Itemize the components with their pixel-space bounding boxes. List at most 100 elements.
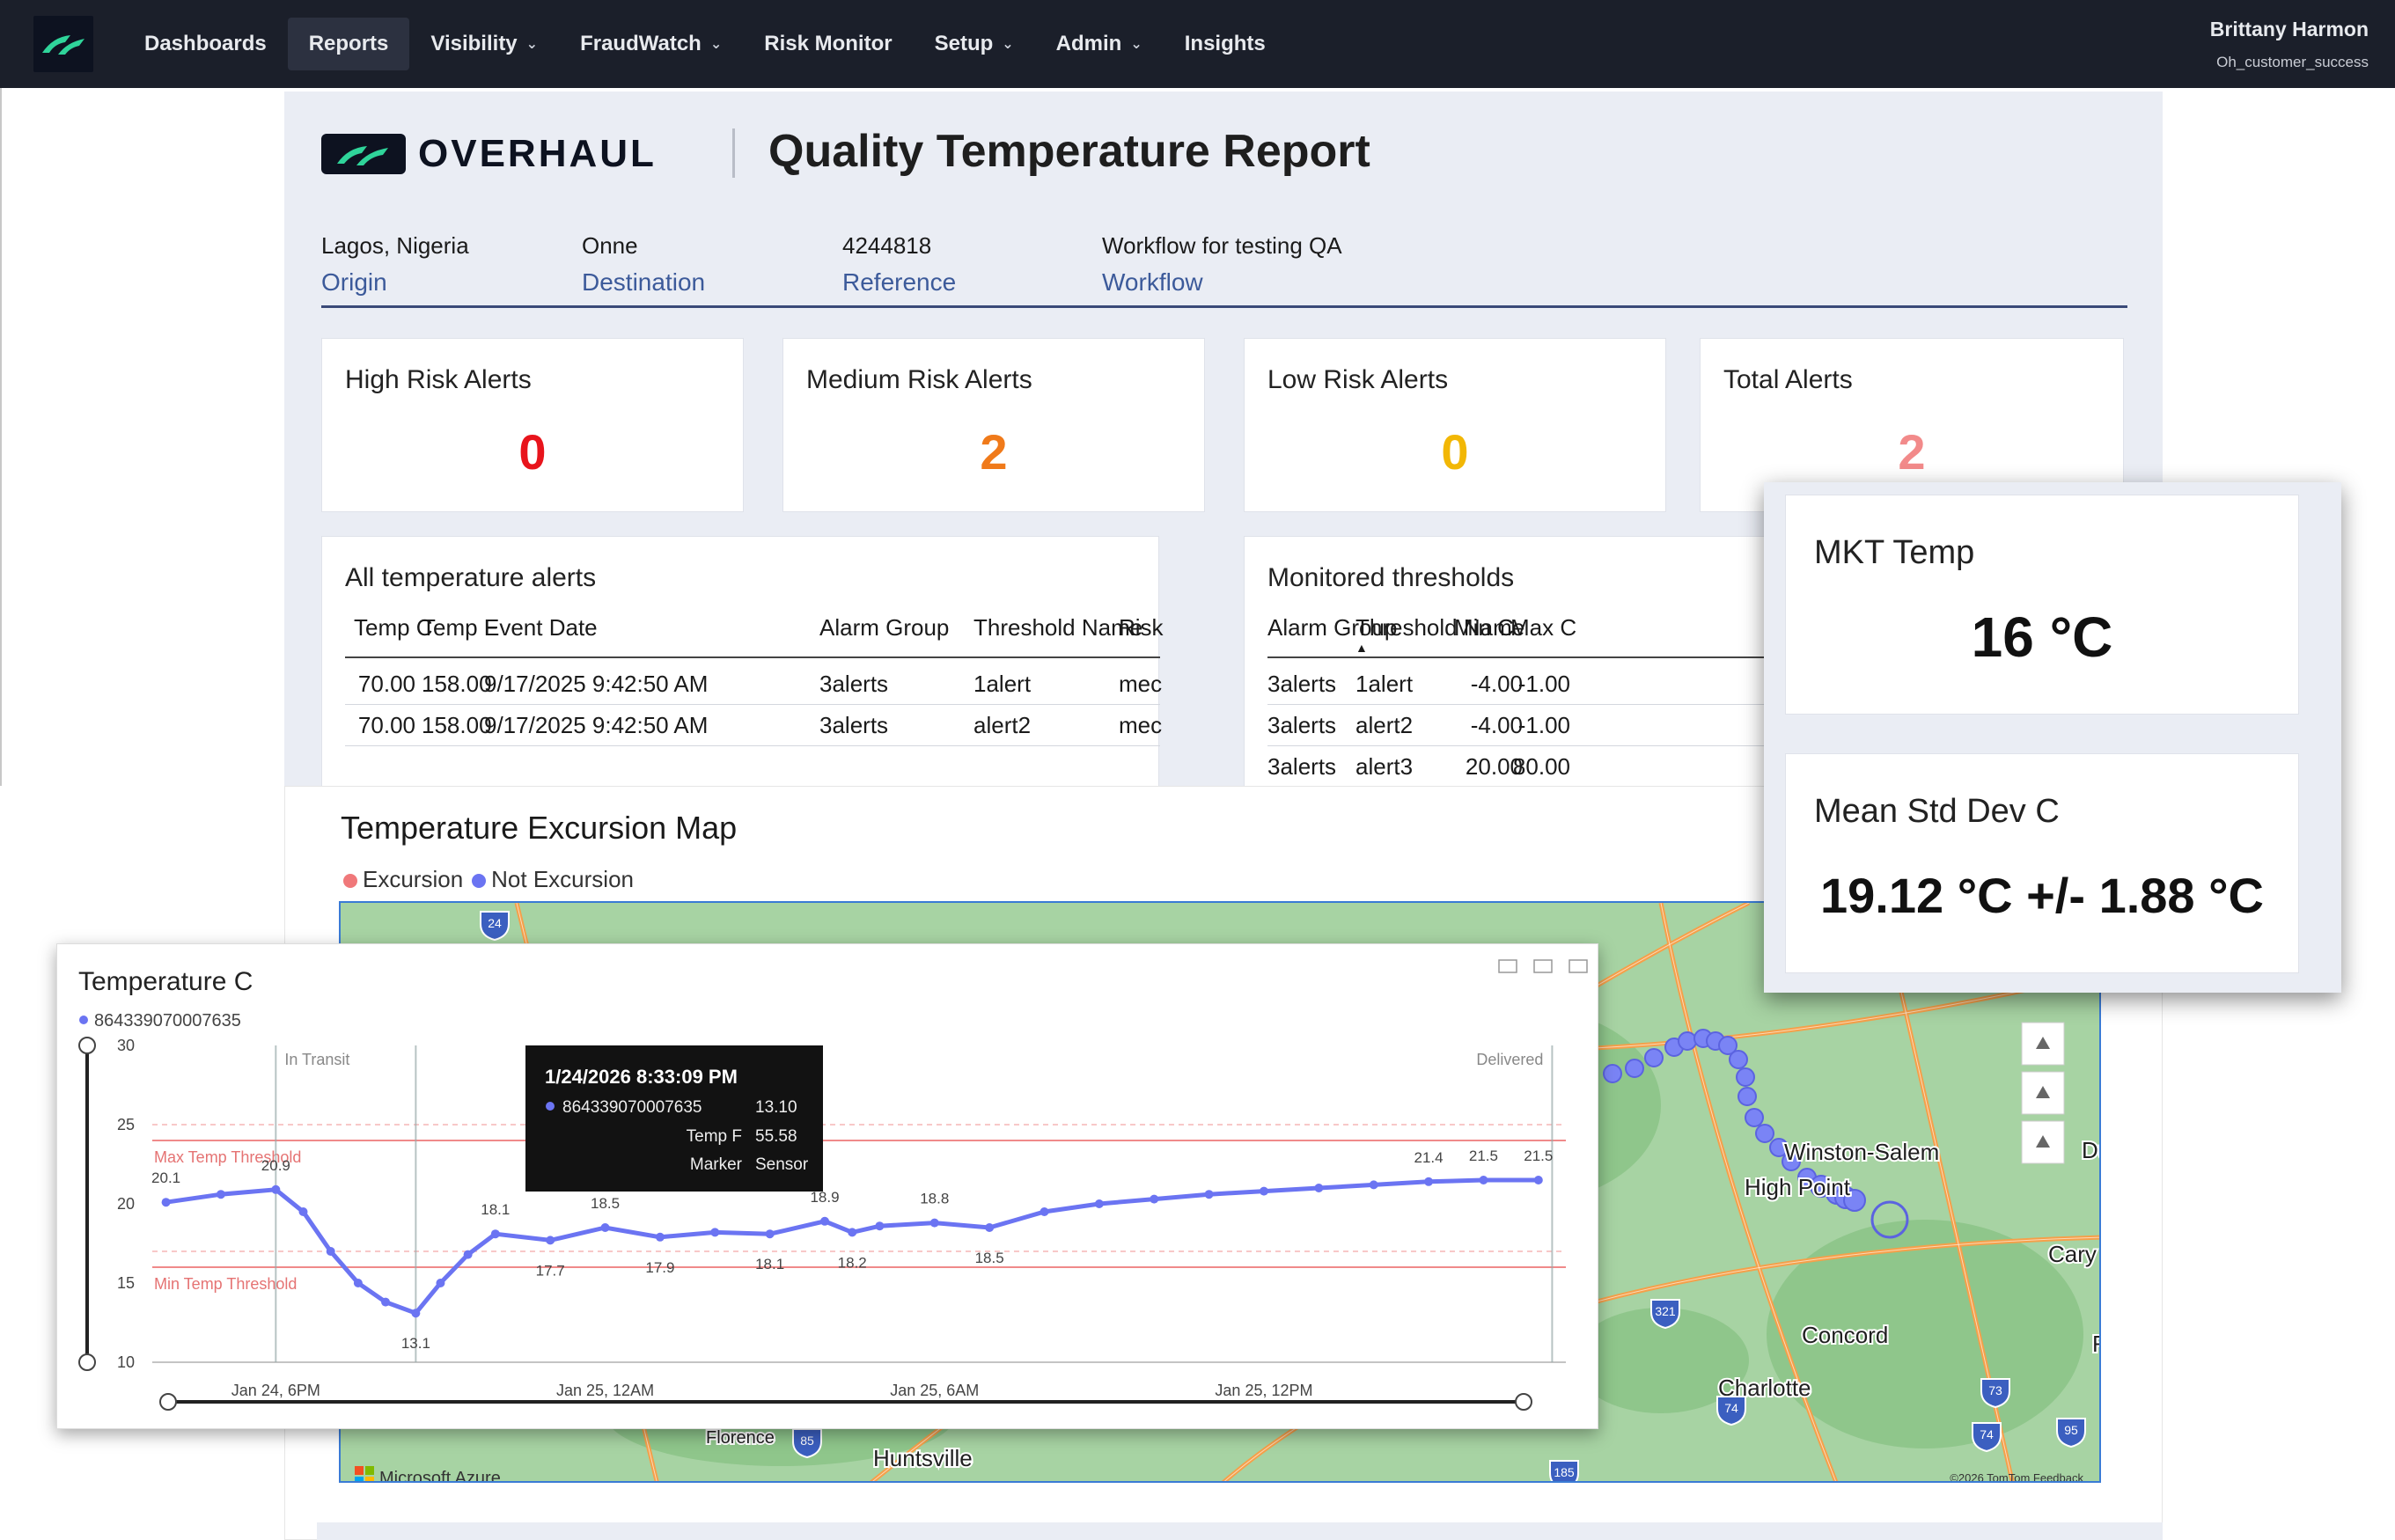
- data-point[interactable]: [655, 1232, 665, 1242]
- nav-fraudwatch[interactable]: FraudWatch ⌄: [559, 18, 743, 70]
- alert-card-value: 0: [518, 424, 547, 480]
- chevron-down-icon: ⌄: [1002, 37, 1014, 52]
- data-point[interactable]: [985, 1223, 995, 1232]
- data-point[interactable]: [1040, 1207, 1049, 1216]
- alert-card-title: Total Alerts: [1723, 365, 1853, 394]
- nav-visibility[interactable]: Visibility ⌄: [409, 18, 559, 70]
- data-point[interactable]: [820, 1216, 830, 1226]
- overhaul-logo-icon[interactable]: [33, 16, 93, 72]
- alert-card-high-risk-alerts[interactable]: High Risk Alerts 0: [321, 338, 744, 512]
- column-header[interactable]: Max C: [1510, 614, 1577, 641]
- data-point[interactable]: [600, 1223, 610, 1232]
- legend-item[interactable]: Excursion: [343, 866, 463, 892]
- focus-mode-icon[interactable]: [1533, 959, 1553, 973]
- column-header[interactable]: Event Date: [484, 614, 598, 641]
- column-header[interactable]: Threshold Name: [1355, 614, 1525, 641]
- column-header[interactable]: Alarm Group: [819, 614, 950, 641]
- column-header[interactable]: Min C: [1454, 614, 1514, 641]
- filter-icon[interactable]: [1498, 959, 1517, 973]
- column-header[interactable]: Temp C: [354, 614, 433, 641]
- data-point[interactable]: [1259, 1186, 1268, 1196]
- meta-value: Workflow for testing QA: [1102, 232, 1342, 259]
- data-point[interactable]: [161, 1198, 171, 1207]
- map-select-icon[interactable]: [2021, 1120, 2065, 1164]
- route-point: [1745, 1108, 1764, 1127]
- data-point[interactable]: [216, 1190, 225, 1199]
- data-point[interactable]: [436, 1279, 445, 1287]
- nav-reports[interactable]: Reports: [287, 18, 410, 70]
- series-line[interactable]: [165, 1177, 1539, 1316]
- data-point[interactable]: [1204, 1190, 1214, 1199]
- data-point[interactable]: [353, 1279, 363, 1287]
- nav-admin[interactable]: Admin ⌄: [1035, 18, 1164, 70]
- table-cell: -4.00: [1470, 712, 1523, 738]
- data-point[interactable]: [875, 1221, 885, 1231]
- alert-card-medium-risk-alerts[interactable]: Medium Risk Alerts 2: [782, 338, 1205, 512]
- map-place-label: Fa: [2092, 1331, 2101, 1357]
- data-point[interactable]: [490, 1229, 500, 1239]
- svg-text:85: 85: [800, 1434, 814, 1448]
- row-rule: [345, 745, 1160, 746]
- data-point[interactable]: [1314, 1184, 1324, 1192]
- data-point[interactable]: [1094, 1199, 1104, 1208]
- nav-insights[interactable]: Insights: [1164, 18, 1287, 70]
- route-point: [1603, 1064, 1622, 1083]
- data-point[interactable]: [1150, 1194, 1159, 1204]
- data-point[interactable]: [298, 1207, 308, 1216]
- data-point[interactable]: [381, 1297, 391, 1307]
- data-point[interactable]: [765, 1229, 775, 1239]
- user-role: Oh_customer_success: [2216, 54, 2369, 70]
- x-slider-right-handle[interactable]: [1515, 1393, 1532, 1411]
- row-rule: [345, 704, 1160, 705]
- temperature-alerts-grid[interactable]: Temp C Temp F Event Date Alarm Group Thresho…: [322, 614, 1164, 790]
- data-label: 18.5: [975, 1250, 1004, 1266]
- monitored-thresholds-grid[interactable]: Alarm Group Threshold Name Min C Max C 3aler…: [1245, 614, 1808, 790]
- data-point[interactable]: [546, 1236, 555, 1245]
- legend-item[interactable]: Not Excursion: [472, 866, 634, 892]
- brand-wordmark: OVERHAUL: [418, 132, 657, 175]
- data-label: 18.9: [810, 1189, 839, 1206]
- x-tick-label: Jan 24, 6PM: [231, 1382, 320, 1399]
- data-point[interactable]: [463, 1250, 473, 1259]
- nav-risk-monitor[interactable]: Risk Monitor: [743, 18, 913, 70]
- route-point: [1736, 1067, 1755, 1087]
- header-rule: [1267, 656, 1808, 658]
- data-label: 18.5: [591, 1195, 620, 1212]
- column-header[interactable]: Threshold Name: [973, 614, 1143, 641]
- alert-card-value: 0: [1441, 424, 1469, 480]
- y-slider-bottom-handle[interactable]: [78, 1353, 96, 1371]
- map-copyright: ©2026 TomTom Feedback: [1950, 1471, 2083, 1483]
- temperature-chart-svg[interactable]: Temperature C 864339070007635 10 15 20 25 30 Ma…: [57, 944, 1599, 1430]
- column-header[interactable]: Temp F: [422, 614, 498, 641]
- tooltip-row-value: 55.58: [755, 1127, 797, 1146]
- data-point[interactable]: [710, 1228, 720, 1237]
- meta-label: Destination: [582, 268, 706, 296]
- data-point[interactable]: [326, 1247, 335, 1256]
- nav-setup[interactable]: Setup ⌄: [914, 18, 1035, 70]
- data-point[interactable]: [1479, 1176, 1488, 1184]
- map-compass-icon[interactable]: [2021, 1071, 2065, 1115]
- nav-dashboards[interactable]: Dashboards: [123, 18, 288, 70]
- column-header[interactable]: Alarm Group: [1267, 614, 1398, 641]
- column-header[interactable]: Risk: [1119, 614, 1164, 641]
- legend-label: Excursion: [363, 866, 464, 892]
- user-menu[interactable]: Brittany Harmon Oh_customer_success: [2210, 18, 2369, 71]
- data-point[interactable]: [848, 1228, 857, 1237]
- map-pitch-icon[interactable]: [2021, 1022, 2065, 1066]
- tooltip-series-dot-icon: [546, 1102, 555, 1111]
- svg-text:321: 321: [1655, 1304, 1676, 1318]
- series-legend-label[interactable]: 864339070007635: [94, 1011, 241, 1030]
- road-shield-icon: 74: [1716, 1396, 1746, 1426]
- data-point[interactable]: [1424, 1177, 1434, 1186]
- data-point[interactable]: [1369, 1180, 1378, 1190]
- y-slider-top-handle[interactable]: [78, 1037, 96, 1054]
- data-point[interactable]: [411, 1309, 421, 1318]
- more-options-icon[interactable]: [1569, 959, 1588, 973]
- alert-card-low-risk-alerts[interactable]: Low Risk Alerts 0: [1244, 338, 1666, 512]
- table-cell: 3alerts: [1267, 753, 1337, 780]
- data-point[interactable]: [271, 1184, 281, 1194]
- data-point[interactable]: [929, 1218, 939, 1228]
- data-point[interactable]: [1533, 1176, 1543, 1184]
- tooltip-row-key: Marker: [690, 1155, 743, 1174]
- x-slider-left-handle[interactable]: [159, 1393, 177, 1411]
